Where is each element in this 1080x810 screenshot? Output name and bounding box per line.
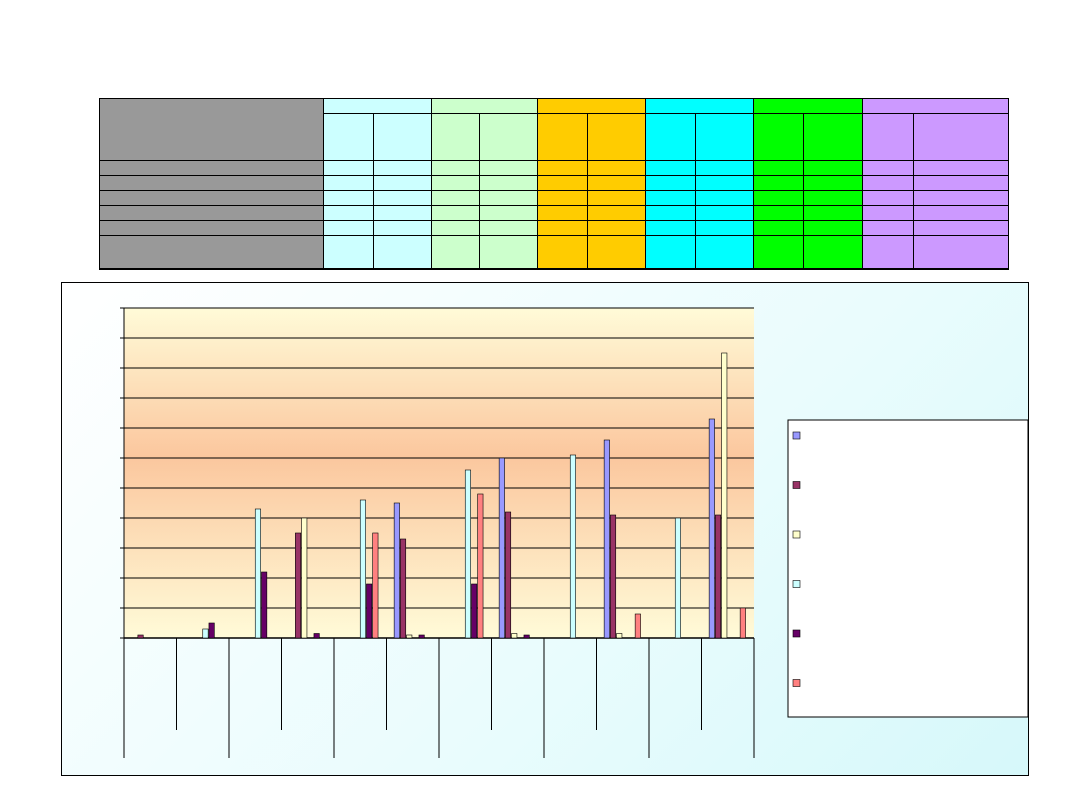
bar xyxy=(616,633,623,639)
table-row xyxy=(99,190,1009,207)
bar xyxy=(505,511,512,639)
legend-swatch xyxy=(792,580,801,588)
bar xyxy=(400,538,407,639)
bar xyxy=(295,532,302,639)
legend-box xyxy=(787,419,1029,718)
bar xyxy=(569,454,576,639)
bar xyxy=(674,517,681,639)
bar xyxy=(498,457,505,639)
bar xyxy=(261,571,268,639)
bar xyxy=(739,607,746,639)
chart-area xyxy=(61,282,1029,776)
table-group-header-2 xyxy=(431,97,538,115)
bar xyxy=(721,352,728,639)
table-subheader-row xyxy=(100,113,1009,162)
bar xyxy=(406,634,413,639)
table-row xyxy=(99,235,1009,271)
bar xyxy=(137,634,144,639)
bar xyxy=(610,514,617,639)
data-table xyxy=(99,97,1009,271)
table-group-header-6 xyxy=(862,97,1009,115)
bar xyxy=(708,418,715,639)
bar xyxy=(208,622,215,639)
bar xyxy=(254,508,261,639)
legend-swatch xyxy=(792,481,801,489)
table-row xyxy=(99,160,1009,177)
bar xyxy=(366,583,373,639)
legend-swatch xyxy=(792,679,801,687)
table-group-header-4 xyxy=(645,97,754,115)
table-row xyxy=(99,220,1009,237)
bar xyxy=(477,493,484,639)
bar xyxy=(464,469,471,639)
table-group-header-1 xyxy=(323,97,432,115)
bar xyxy=(603,439,610,639)
bar xyxy=(359,499,366,639)
bar xyxy=(511,633,518,639)
bar xyxy=(393,502,400,639)
table-row xyxy=(99,205,1009,222)
bar xyxy=(471,583,478,639)
legend-swatch xyxy=(792,530,801,539)
table-header-label-cell xyxy=(99,97,324,162)
bar xyxy=(313,633,320,639)
table-group-header-3 xyxy=(537,97,646,115)
bar xyxy=(418,634,425,639)
bar xyxy=(202,628,209,639)
plot-background xyxy=(124,308,754,638)
bar-chart xyxy=(120,307,1029,758)
legend-swatch xyxy=(792,629,801,638)
bar xyxy=(372,532,379,639)
legend-swatch xyxy=(792,431,801,440)
bar xyxy=(634,613,641,639)
bar xyxy=(715,514,722,639)
table-row xyxy=(99,175,1009,192)
table-group-header-5 xyxy=(753,97,863,115)
bar xyxy=(523,634,530,639)
bar xyxy=(301,517,308,639)
